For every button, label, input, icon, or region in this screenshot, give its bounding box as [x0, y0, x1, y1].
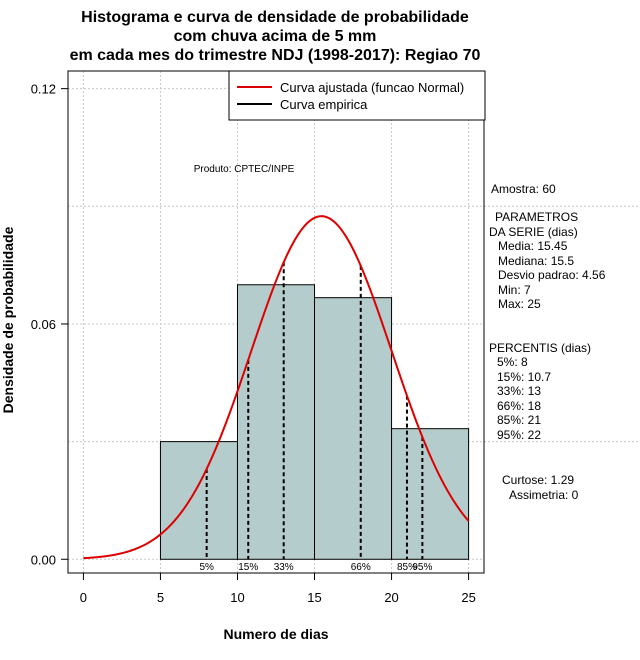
- percentile-label: 66%: [351, 562, 371, 573]
- stats-median: Mediana: 15.5: [498, 254, 574, 268]
- stats-params-title: PARAMETROS: [495, 210, 578, 224]
- stats-min: Min: 7: [498, 283, 531, 297]
- x-tick-label: 5: [157, 590, 164, 605]
- x-axis-title: Numero de dias: [223, 626, 328, 642]
- x-tick-label: 20: [384, 590, 398, 605]
- product-annotation: Produto: CPTEC/INPE: [194, 164, 295, 175]
- legend-label-empirical: Curva empirica: [280, 97, 368, 112]
- y-tick-label: 0.06: [31, 317, 56, 332]
- histogram-bar: [314, 297, 393, 560]
- legend-box: [228, 70, 486, 121]
- histogram-bars: [159, 284, 470, 560]
- stats-p15: 15%: 10.7: [497, 370, 551, 384]
- stats-p66: 66%: 18: [497, 399, 541, 413]
- stats-p85: 85%: 21: [497, 413, 541, 427]
- y-tick-label: 0.00: [31, 552, 56, 567]
- percentile-label: 85%: [397, 562, 417, 573]
- stats-p33: 33%: 13: [497, 384, 541, 398]
- stats-panel: Amostra: 60 PARAMETROS DA SERIE (dias) M…: [489, 182, 606, 502]
- y-tick-label: 0.12: [31, 82, 56, 97]
- percentile-label: 95%: [412, 562, 432, 573]
- stats-mean: Media: 15.45: [498, 239, 568, 253]
- legend-label-fitted: Curva ajustada (funcao Normal): [280, 80, 464, 95]
- stats-sd: Desvio padrao: 4.56: [498, 268, 606, 282]
- x-tick-label: 0: [80, 590, 87, 605]
- stats-percentis-title: PERCENTIS (dias): [489, 341, 591, 355]
- x-tick-label: 10: [230, 590, 244, 605]
- percentile-label: 15%: [238, 562, 258, 573]
- stats-kurtosis: Curtose: 1.29: [502, 473, 574, 487]
- normal-fit-curve: [83, 215, 470, 560]
- legend: Curva ajustada (funcao Normal) Curva emp…: [228, 70, 486, 121]
- percentile-label: 33%: [274, 562, 294, 573]
- stats-skewness: Assimetria: 0: [509, 488, 579, 502]
- histogram-bar: [236, 284, 316, 560]
- stats-p5: 5%: 8: [497, 355, 528, 369]
- y-axis-title: Densidade de probabilidade: [0, 226, 16, 413]
- stats-max: Max: 25: [498, 297, 541, 311]
- chart-title-line-1: Histograma e curva de densidade de proba…: [81, 9, 469, 26]
- stats-sample: Amostra: 60: [491, 182, 556, 196]
- chart-title-line-3: em cada mes do trimestre NDJ (1998-2017)…: [70, 47, 481, 64]
- chart-title-line-2: com chuva acima de 5 mm: [174, 28, 377, 45]
- percentile-label: 5%: [199, 562, 214, 573]
- percentile-lines: 5% 15% 33% 66% 85%95%: [199, 262, 432, 573]
- stats-p95: 95%: 22: [497, 428, 541, 442]
- histogram-bar: [159, 441, 238, 560]
- stats-params-subtitle: DA SERIE (dias): [489, 225, 578, 239]
- axes: 0 5 10 15 20 25 0.00 0.06 0.12: [31, 82, 476, 605]
- x-tick-label: 15: [307, 590, 321, 605]
- histogram-bar: [391, 428, 470, 560]
- x-tick-label: 25: [461, 590, 475, 605]
